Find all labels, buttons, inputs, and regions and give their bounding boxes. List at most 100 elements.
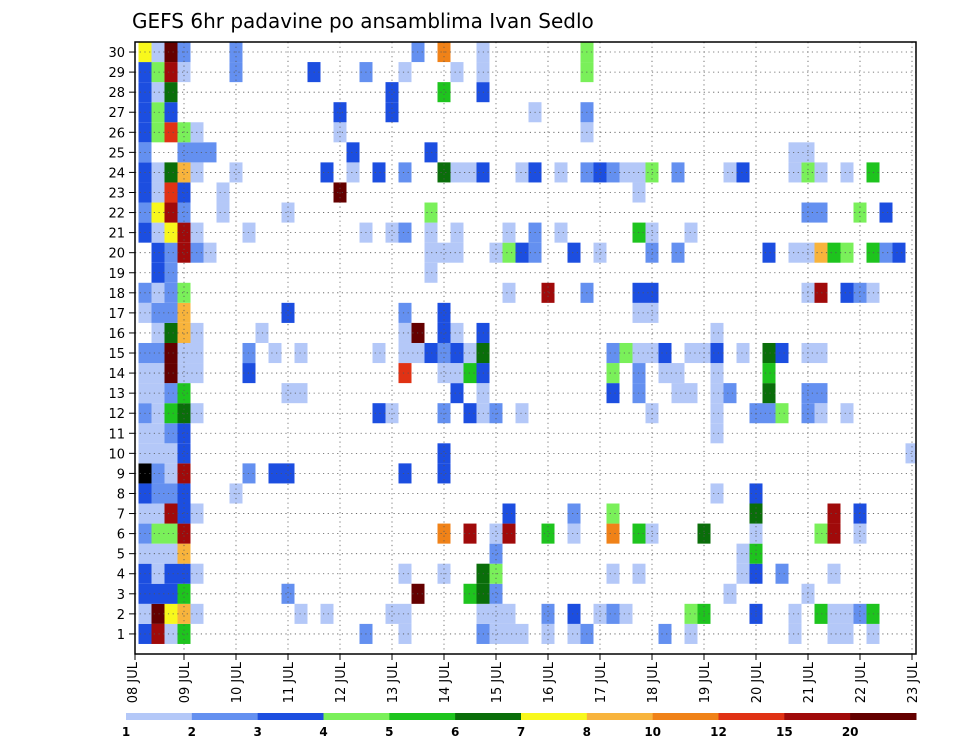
y-tick-label: 26 — [108, 126, 125, 141]
heatmap-cell — [164, 122, 178, 143]
heatmap-cell — [710, 363, 724, 384]
y-tick-label: 25 — [108, 146, 125, 161]
heatmap-cell — [827, 563, 841, 584]
heatmap-cell — [502, 282, 516, 303]
y-tick-label: 21 — [108, 227, 125, 242]
heatmap-cell — [671, 363, 685, 384]
heatmap-cell — [684, 623, 698, 644]
heatmap-cell — [814, 603, 828, 624]
y-tick-label: 20 — [108, 247, 125, 262]
heatmap-cell — [840, 623, 854, 644]
heatmap-cell — [541, 282, 555, 303]
y-tick-label: 29 — [108, 66, 125, 81]
heatmap-cell — [619, 342, 633, 364]
heatmap-cell — [463, 342, 477, 364]
heatmap-cell — [281, 302, 295, 323]
x-tick-label: 13 JUL — [386, 661, 401, 703]
heatmap-cell — [424, 242, 438, 263]
heatmap-cell — [164, 403, 178, 424]
heatmap-cell — [151, 342, 165, 364]
heatmap-cell — [164, 443, 178, 464]
heatmap-cell — [658, 363, 672, 384]
heatmap-cell — [554, 162, 568, 183]
heatmap-cell — [151, 423, 165, 444]
heatmap-cell — [567, 623, 581, 644]
heatmap-cell — [151, 363, 165, 384]
heatmap-cell — [151, 42, 165, 63]
heatmap-cell — [489, 523, 503, 544]
heatmap-cell — [671, 242, 685, 263]
colorbar-swatch — [455, 713, 522, 720]
heatmap-cell — [814, 282, 828, 303]
heatmap-cell — [814, 202, 828, 223]
heatmap-cell — [489, 403, 503, 424]
heatmap-cell — [723, 383, 737, 404]
y-tick-label: 11 — [108, 427, 125, 442]
y-tick-label: 16 — [108, 327, 125, 342]
heatmap-cell — [502, 503, 516, 524]
heatmap-cell — [385, 82, 399, 103]
heatmap-cell — [710, 403, 724, 424]
heatmap-cell — [216, 202, 230, 223]
heatmap-cell — [788, 162, 802, 183]
heatmap-cell — [398, 302, 412, 323]
heatmap-cell — [840, 282, 854, 303]
y-tick-label: 14 — [108, 367, 125, 382]
heatmap-cell — [437, 302, 451, 323]
heatmap-cell — [892, 242, 906, 263]
heatmap-cell — [450, 62, 464, 83]
heatmap-cell — [736, 342, 750, 364]
heatmap-cell — [736, 162, 750, 183]
heatmap-cell — [203, 242, 217, 263]
heatmap-cell — [437, 463, 451, 484]
heatmap-cell — [164, 322, 178, 343]
heatmap-cell — [164, 483, 178, 504]
heatmap-cell — [164, 222, 178, 243]
x-tick-label: 10 JUL — [230, 661, 245, 703]
heatmap-cell — [814, 403, 828, 424]
heatmap-cell — [151, 483, 165, 504]
colorbar-swatch — [323, 713, 390, 720]
heatmap-cell — [281, 383, 295, 404]
heatmap-cell — [372, 342, 386, 364]
heatmap-cell — [827, 503, 841, 524]
heatmap-cell — [567, 523, 581, 544]
heatmap-cell — [502, 242, 516, 263]
heatmap-cell — [684, 342, 698, 364]
heatmap-cell — [788, 623, 802, 644]
heatmap-cell — [502, 623, 516, 644]
y-tick-label: 12 — [108, 407, 125, 422]
y-tick-label: 22 — [108, 207, 125, 222]
heatmap-cell — [151, 82, 165, 103]
heatmap-cell — [489, 583, 503, 604]
heatmap-cell — [320, 603, 334, 624]
heatmap-cell — [606, 563, 620, 584]
heatmap-cell — [840, 403, 854, 424]
heatmap-cell — [164, 42, 178, 63]
colorbar-swatch — [389, 713, 456, 720]
heatmap-cell — [814, 162, 828, 183]
heatmap-cell — [385, 403, 399, 424]
colorbar-swatch — [784, 713, 851, 720]
heatmap-cell — [437, 443, 451, 464]
heatmap-cell — [489, 603, 503, 624]
heatmap-cell — [606, 503, 620, 524]
heatmap-cell — [840, 242, 854, 263]
colorbar-label: 3 — [253, 725, 261, 739]
colorbar-label: 6 — [451, 725, 459, 739]
heatmap-cell — [177, 202, 191, 223]
y-tick-label: 10 — [108, 447, 125, 462]
heatmap-cell — [450, 162, 464, 183]
heatmap-cell — [606, 162, 620, 183]
y-tick-label: 9 — [117, 467, 125, 482]
heatmap-cell — [372, 403, 386, 424]
heatmap-cell — [658, 342, 672, 364]
heatmap-cell — [398, 342, 412, 364]
heatmap-cell — [606, 523, 620, 544]
colorbar-label: 7 — [517, 725, 525, 739]
heatmap-cell — [489, 242, 503, 263]
heatmap-cell — [710, 423, 724, 444]
heatmap-cell — [437, 523, 451, 544]
heatmap-cell — [164, 242, 178, 263]
gridlines — [129, 42, 916, 660]
